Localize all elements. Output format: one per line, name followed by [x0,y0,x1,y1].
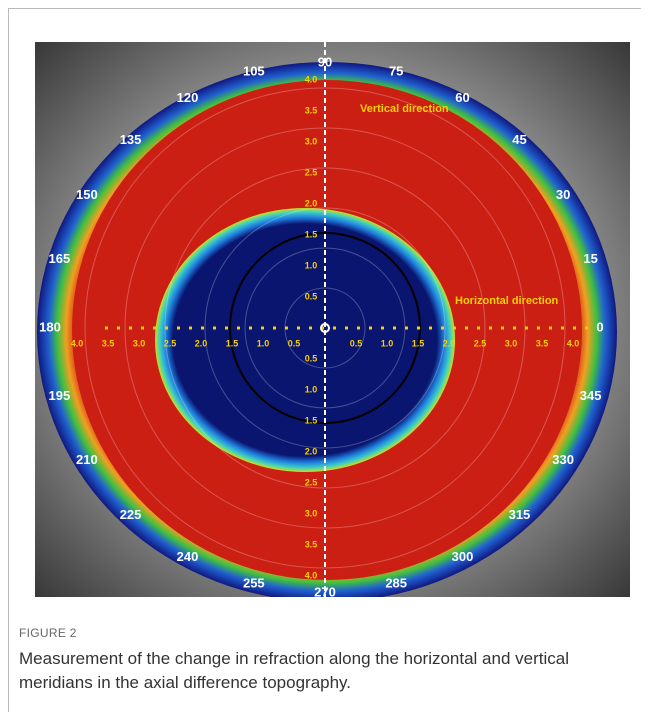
scale-label-up: 1.0 [305,260,318,270]
angle-label: 195 [49,388,71,403]
angle-label: 300 [452,549,474,564]
scale-label-right: 1.0 [381,338,394,348]
scale-label-down: 2.0 [305,446,318,456]
scale-label-up: 2.5 [305,167,318,177]
angle-label: 240 [177,549,199,564]
topography-image: Vertical direction Horizontal direction … [35,42,630,597]
scale-label-down: 3.5 [305,539,318,549]
angle-label: 150 [76,187,98,202]
scale-label-down: 1.5 [305,415,318,425]
page: {"figure": { "label": "FIGURE 2", "capti… [0,0,654,711]
scale-label-right: 2.0 [443,338,456,348]
scale-label-up: 3.0 [305,136,318,146]
scale-label-right: 0.5 [350,338,363,348]
scale-label-left: 1.5 [226,338,239,348]
horizontal-annotation: Horizontal direction [455,295,559,307]
angle-label: 345 [580,388,602,403]
scale-label-left: 2.5 [164,338,177,348]
angle-label: 60 [455,90,469,105]
scale-label-down: 1.0 [305,384,318,394]
scale-label-down: 4.0 [305,570,318,580]
scale-label-right: 1.5 [412,338,425,348]
scale-label-left: 0.5 [288,338,301,348]
scale-label-left: 2.0 [195,338,208,348]
angle-label: 330 [552,452,574,467]
scale-label-left: 1.0 [257,338,270,348]
scale-label-up: 4.0 [305,74,318,84]
scale-label-down: 2.5 [305,477,318,487]
scale-label-left: 3.0 [133,338,146,348]
angle-label: 255 [243,575,265,590]
figure-label: FIGURE 2 [19,626,77,640]
angle-label: 270 [314,584,336,597]
scale-label-up: 2.0 [305,198,318,208]
angle-label: 285 [385,575,407,590]
angle-label: 15 [583,251,597,266]
scale-label-down: 3.0 [305,508,318,518]
scale-label-right: 2.5 [474,338,487,348]
scale-label-up: 0.5 [305,291,318,301]
angle-label: 75 [389,63,403,78]
vertical-annotation: Vertical direction [360,103,449,115]
angle-label: 45 [512,132,526,147]
scale-label-left: 3.5 [102,338,115,348]
angle-label: 30 [556,187,570,202]
scale-label-up: 3.5 [305,105,318,115]
scale-label-left: 4.0 [71,338,84,348]
angle-label: 135 [120,132,142,147]
angle-label: 165 [49,251,71,266]
angle-label: 90 [318,54,332,69]
angle-label: 210 [76,452,98,467]
angle-label: 120 [177,90,199,105]
angle-label: 180 [39,319,61,334]
angle-label: 225 [120,507,142,522]
scale-label-right: 3.0 [505,338,518,348]
angle-label: 0 [596,319,603,334]
angle-label: 315 [509,507,531,522]
angle-label: 105 [243,63,265,78]
scale-label-down: 0.5 [305,353,318,363]
scale-label-up: 1.5 [305,229,318,239]
scale-label-right: 4.0 [567,338,580,348]
figure-caption: Measurement of the change in refraction … [19,647,619,695]
scale-label-right: 3.5 [536,338,549,348]
